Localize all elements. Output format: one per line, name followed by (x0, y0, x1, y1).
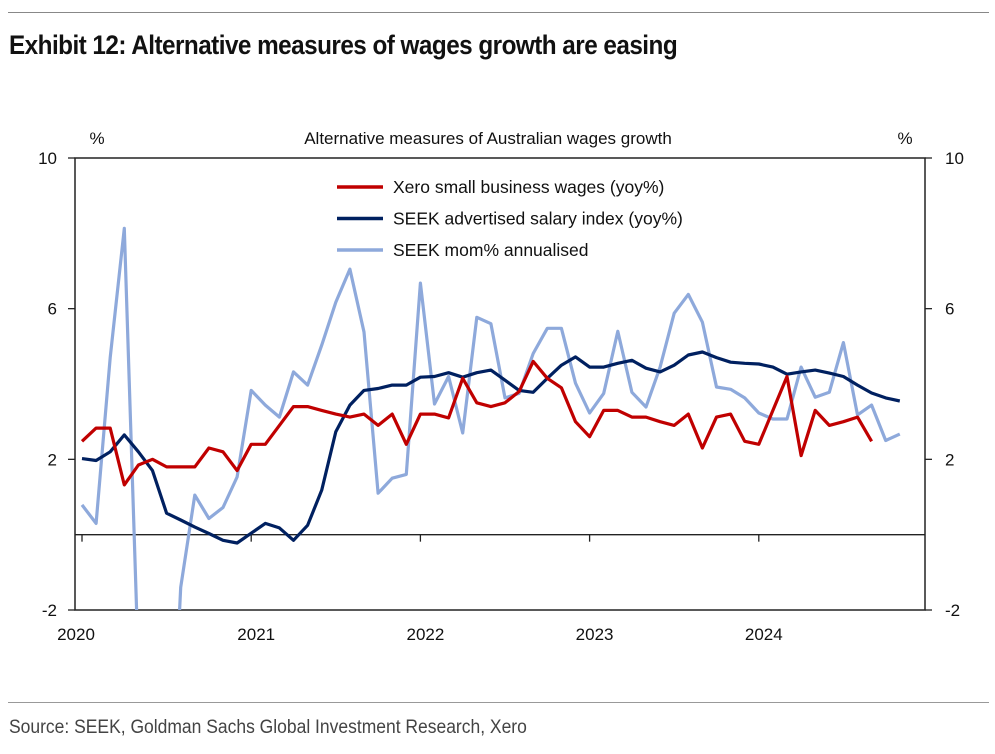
y-tick-label-right: 2 (945, 450, 954, 469)
series-line-2 (80, 226, 901, 610)
legend-label: Xero small business wages (yoy%) (393, 177, 664, 197)
series-line-1 (81, 350, 901, 545)
exhibit-title: Exhibit 12: Alternative measures of wage… (9, 30, 678, 60)
y-axis-label-right: % (897, 129, 912, 148)
x-tick-label: 2023 (576, 625, 614, 644)
legend-label: SEEK advertised salary index (yoy%) (393, 209, 683, 229)
y-tick-label-left: 10 (38, 149, 57, 168)
series-line-0 (80, 359, 873, 487)
x-tick-label: 2020 (57, 625, 95, 644)
y-tick-label-left: 6 (48, 300, 57, 319)
top-rule (8, 12, 989, 13)
plot-frame (74, 157, 926, 611)
x-tick-label: 2022 (406, 625, 444, 644)
x-tick-label: 2021 (237, 625, 275, 644)
y-tick-label-right: 10 (945, 149, 964, 168)
y-tick-label-right: 6 (945, 300, 954, 319)
source-note: Source: SEEK, Goldman Sachs Global Inves… (9, 717, 527, 738)
y-tick-label-left: 2 (48, 450, 57, 469)
chart-title: Alternative measures of Australian wages… (304, 129, 672, 148)
legend-label: SEEK mom% annualised (393, 240, 589, 260)
y-tick-label-right: -2 (945, 601, 960, 620)
y-axis-label-left: % (89, 129, 104, 148)
y-tick-label-left: -2 (42, 601, 57, 620)
x-tick-label: 2024 (745, 625, 783, 644)
bottom-rule (8, 702, 989, 703)
line-chart: Alternative measures of Australian wages… (38, 129, 964, 644)
legend: Xero small business wages (yoy%) SEEK adv… (337, 177, 683, 260)
